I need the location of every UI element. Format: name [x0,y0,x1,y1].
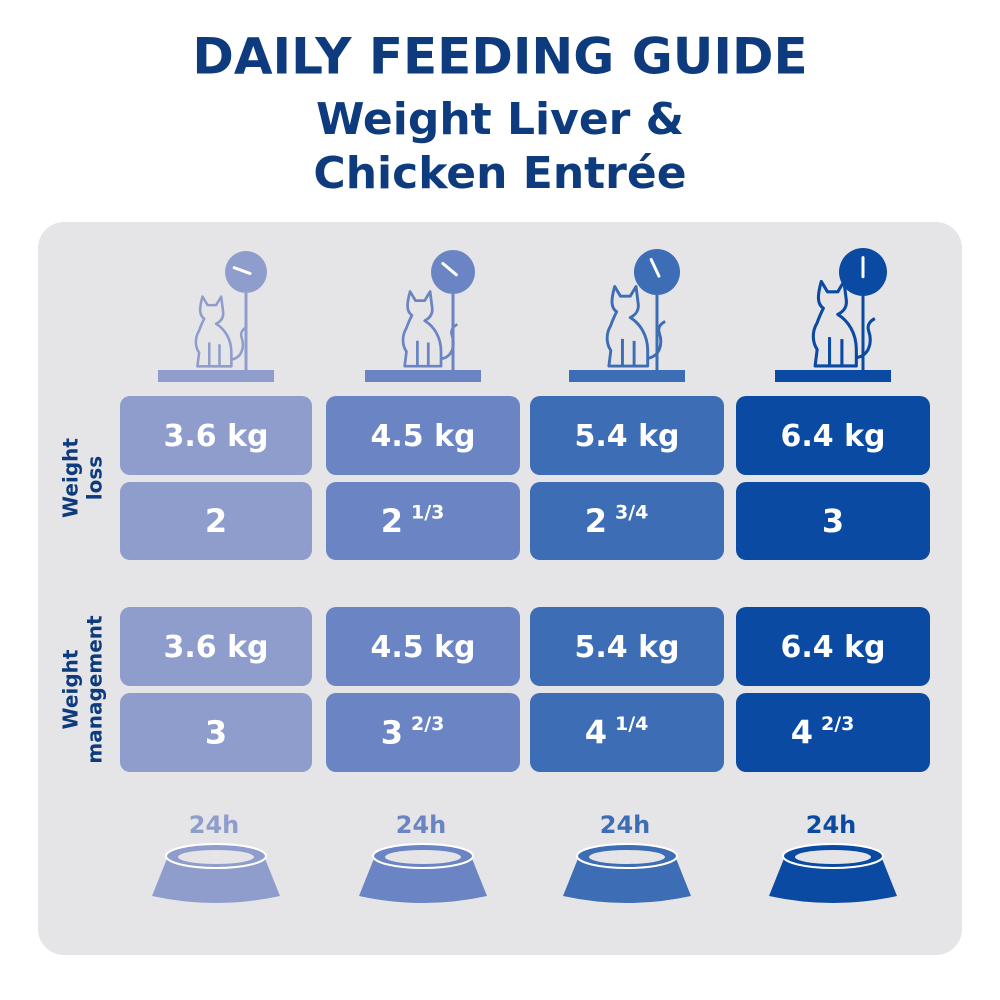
amount: 3 [381,714,403,752]
bowl-inner [178,850,254,864]
cat-outline [194,295,248,368]
weight: 5.4 kg [574,630,679,665]
amount: 3 [205,714,227,752]
bowl-inner [589,850,665,864]
amount-cell [326,693,520,772]
dial-needle [232,266,252,275]
cat-outline [605,285,666,368]
bowl-label: 24h [189,811,239,839]
dial-needle [649,257,661,278]
bowl [769,856,897,903]
weight: 6.4 kg [780,630,885,665]
weight: 4.5 kg [370,630,475,665]
scale-base [775,370,891,382]
amount-fraction: 2/3 [821,713,854,735]
weight: 6.4 kg [780,419,885,454]
cat-leg [208,342,221,367]
scale-base [569,370,685,382]
amount-cell [530,482,724,560]
cat-icon [811,279,876,368]
subtitle: Weight Liver & [316,94,684,145]
bowl [359,856,487,903]
weight-cell [326,607,520,686]
dial-needle [441,262,458,277]
section-label-line: management [83,615,107,764]
amount-fraction: 1/3 [411,502,444,524]
cat-icon [194,295,248,368]
amount-cell [736,693,930,772]
cat-leg [416,340,430,367]
bowl [563,856,691,903]
amount: 3 [822,502,844,540]
weight-cell [736,607,930,686]
amount: 4 [585,714,607,752]
title: DAILY FEEDING GUIDE [192,28,807,86]
amount-cell [120,482,312,560]
weight: 3.6 kg [163,419,268,454]
amount: 2 [585,502,607,540]
weight: 5.4 kg [574,419,679,454]
weight-cell [736,396,930,475]
cat-outline [401,290,459,368]
scale-base [365,370,481,382]
amount-cell [736,482,930,560]
amount: 2 [381,502,403,540]
scale-base [158,370,274,382]
bowl-inner [385,850,461,864]
bowl-label: 24h [396,811,446,839]
cat-leg [827,337,844,366]
weight-cell [120,396,312,475]
subtitle: Chicken Entrée [313,148,686,199]
bowl-inner [795,850,871,864]
amount-fraction: 3/4 [615,502,648,524]
weight-cell [326,396,520,475]
section-label-line: Weight [59,649,83,729]
amount-cell [120,693,312,772]
amount-cell [530,693,724,772]
cat-icon [401,290,459,368]
amount-fraction: 1/4 [615,713,648,735]
section-label-line: loss [83,456,107,500]
amount-fraction: 2/3 [411,713,444,735]
cat-icon [605,285,666,368]
amount-cell [326,482,520,560]
bowl-label: 24h [806,811,856,839]
amount: 2 [205,502,227,540]
section-label: Weight management [59,615,107,764]
section-label-line: Weight [59,438,83,518]
section-label: Weight loss [59,438,107,518]
weight: 4.5 kg [370,419,475,454]
weight: 3.6 kg [163,630,268,665]
cat-outline [811,279,876,368]
weight-cell [120,607,312,686]
cat-leg [621,338,636,367]
bowl-label: 24h [600,811,650,839]
bowl [152,856,280,903]
weight-cell [530,607,724,686]
weight-cell [530,396,724,475]
amount: 4 [791,714,813,752]
